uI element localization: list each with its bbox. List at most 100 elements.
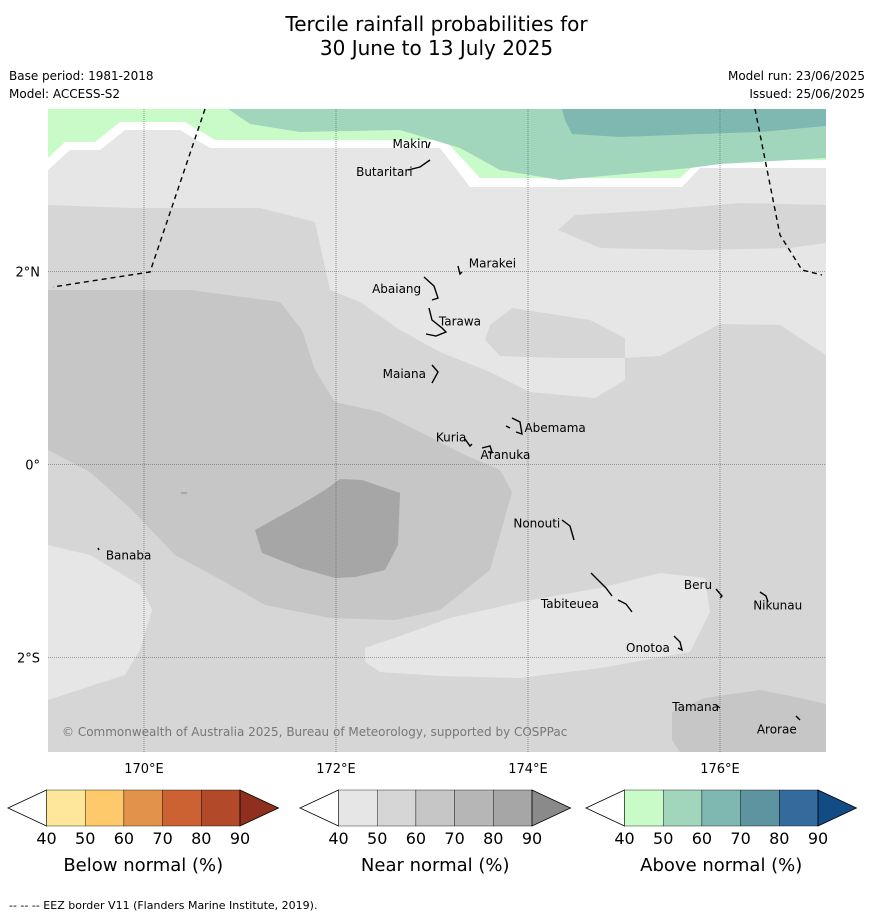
x-tick-label: 174°E bbox=[508, 762, 548, 777]
place-label: Banaba bbox=[106, 548, 152, 562]
place-label: Marakei bbox=[469, 257, 516, 271]
near-normal-40-50-patch-southwest bbox=[48, 545, 152, 700]
colorbar-cell bbox=[454, 789, 494, 827]
near-normal-70-80-speck bbox=[181, 492, 187, 494]
colorbar-extend-high bbox=[531, 789, 572, 827]
colorbar: 40 50 60 70 80 90 Near normal (%) bbox=[299, 789, 572, 876]
eez-border-west bbox=[52, 108, 206, 288]
colorbar-cell bbox=[415, 789, 455, 827]
issued-date: Issued: 25/06/2025 bbox=[749, 87, 865, 101]
colorbar-cell bbox=[338, 789, 378, 827]
colorbar-tick-label: 90 bbox=[522, 829, 542, 848]
colorbar-tick-label: 60 bbox=[114, 829, 134, 848]
eez-borders bbox=[52, 108, 823, 288]
colorbar-tick-label: 70 bbox=[444, 829, 464, 848]
place-label: Aranuka bbox=[481, 448, 531, 462]
meta-left: Base period: 1981-2018 Model: ACCESS-S2 bbox=[9, 67, 154, 103]
place-label: Tamana bbox=[671, 700, 719, 714]
y-axis-ticks: 2°N 0° 2°S bbox=[16, 266, 41, 667]
island-onotoa bbox=[673, 635, 684, 652]
near-normal-40-50-patch-south bbox=[365, 573, 710, 678]
colorbar-cell bbox=[779, 789, 819, 827]
colorbar-tick-label: 40 bbox=[614, 829, 634, 848]
colorbar-extend-low bbox=[299, 789, 339, 827]
colorbar-cell bbox=[377, 789, 417, 827]
eez-border-east bbox=[754, 108, 823, 276]
colorbar: 40 50 60 70 80 90 Below normal (%) bbox=[7, 789, 280, 876]
island-banaba bbox=[97, 547, 100, 551]
colorbar-extend-high bbox=[817, 789, 858, 827]
colorbar-extend-low bbox=[585, 789, 625, 827]
island-tabiteuea bbox=[590, 572, 633, 613]
colorbar: 40 50 60 70 80 90 Above normal (%) bbox=[585, 789, 858, 876]
island-arorae bbox=[795, 715, 801, 721]
colorbar-extend-high bbox=[239, 789, 280, 827]
island-aranuka bbox=[481, 445, 493, 453]
model-name: Model: ACCESS-S2 bbox=[9, 87, 121, 101]
model-run: Model run: 23/06/2025 bbox=[727, 69, 865, 83]
colorbar-tick-label: 50 bbox=[367, 829, 387, 848]
island-tarawa bbox=[425, 307, 448, 337]
near-normal-70-80-area bbox=[255, 479, 400, 578]
colorbar-cell bbox=[201, 789, 241, 827]
place-label: Maiana bbox=[383, 367, 426, 381]
colorbar-tick-label: 60 bbox=[406, 829, 426, 848]
near-normal-60-70-area-south bbox=[672, 690, 826, 752]
island-kuria bbox=[464, 438, 473, 448]
above-normal-60-70-area bbox=[562, 109, 826, 137]
island-nikunau bbox=[759, 591, 769, 603]
place-label: Nikunau bbox=[753, 599, 802, 613]
title-line-1: Tercile rainfall probabilities for bbox=[285, 12, 588, 36]
colorbar-cell bbox=[46, 789, 86, 827]
probability-field bbox=[48, 109, 826, 752]
place-label: Abemama bbox=[524, 421, 585, 435]
place-label: Nonouti bbox=[513, 516, 560, 530]
colorbar-tick-label: 70 bbox=[730, 829, 750, 848]
island-marakei bbox=[457, 265, 463, 276]
gridlines bbox=[48, 109, 826, 752]
colorbar-tick-label: 90 bbox=[808, 829, 828, 848]
y-tick-label: 0° bbox=[25, 459, 40, 474]
colorbar-label: Near normal (%) bbox=[361, 855, 510, 876]
colorbar-tick-label: 50 bbox=[653, 829, 673, 848]
x-tick-label: 170°E bbox=[124, 762, 164, 777]
colorbar-tick-label: 70 bbox=[152, 829, 172, 848]
copyright-notice: © Commonwealth of Australia 2025, Bureau… bbox=[62, 725, 567, 739]
colorbar-label: Below normal (%) bbox=[63, 855, 223, 876]
colorbar-tick-label: 60 bbox=[692, 829, 712, 848]
colorbar-cell bbox=[663, 789, 703, 827]
x-tick-label: 172°E bbox=[316, 762, 356, 777]
colorbar-label: Above normal (%) bbox=[640, 855, 802, 876]
eez-footnote: -- -- -- EEZ border V11 (Flanders Marine… bbox=[9, 899, 318, 912]
island-abemama bbox=[505, 417, 523, 436]
colorbar-cell bbox=[493, 789, 533, 827]
place-label: Makin bbox=[392, 137, 428, 151]
place-label: Kuria bbox=[436, 430, 467, 444]
colorbar-cell bbox=[740, 789, 780, 827]
place-labels: Makin Butaritari Marakei Abaiang Tarawa Maian… bbox=[106, 137, 802, 736]
island-makin bbox=[427, 141, 431, 149]
base-period: Base period: 1981-2018 bbox=[9, 69, 154, 83]
island-beru bbox=[715, 588, 723, 599]
place-label: Onotoa bbox=[626, 641, 670, 655]
island-abaiang bbox=[423, 276, 439, 301]
colorbars: 40 50 60 70 80 90 Below normal (%) 40 50 60 70 80 90… bbox=[7, 789, 858, 876]
colorbar-tick-label: 80 bbox=[483, 829, 503, 848]
island-maiana bbox=[431, 364, 439, 384]
map-title: Tercile rainfall probabilities for 30 Ju… bbox=[0, 12, 873, 60]
place-label: Butaritari bbox=[356, 165, 413, 179]
island-tamana bbox=[715, 704, 721, 709]
colorbar-cell bbox=[701, 789, 741, 827]
place-label: Arorae bbox=[757, 722, 797, 736]
colorbar-tick-label: 90 bbox=[230, 829, 250, 848]
island-nonouti bbox=[561, 519, 575, 541]
colorbar-tick-label: 50 bbox=[75, 829, 95, 848]
colorbar-tick-label: 40 bbox=[36, 829, 56, 848]
place-label: Tarawa bbox=[438, 314, 481, 328]
colorbar-extend-low bbox=[7, 789, 47, 827]
meta-right: Model run: 23/06/2025 Issued: 25/06/2025 bbox=[728, 67, 865, 103]
colorbar-tick-label: 80 bbox=[769, 829, 789, 848]
y-tick-label: 2°S bbox=[17, 652, 40, 667]
near-normal-50-60-area-north bbox=[558, 203, 826, 250]
